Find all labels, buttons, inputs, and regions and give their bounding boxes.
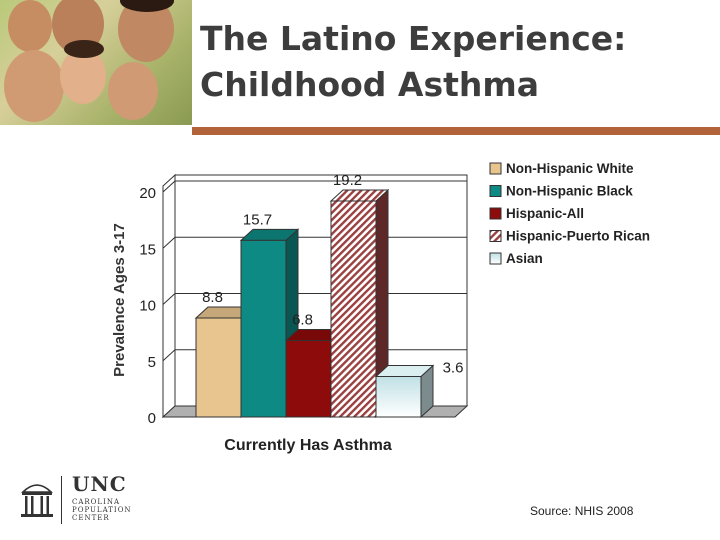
logo-divider (61, 476, 62, 524)
y-tick-label: 15 (139, 241, 156, 258)
y-tick-label: 0 (148, 410, 156, 427)
gridline-side (162, 236, 176, 249)
bar (330, 200, 377, 418)
hair-shape (64, 40, 104, 58)
legend-swatch (489, 252, 502, 265)
legend-label: Hispanic-Puerto Rican (506, 229, 650, 244)
title-line-1: The Latino Experience: (200, 19, 627, 58)
plot-side-wall (162, 173, 176, 419)
unc-logo: UNC CAROLINA POPULATION CENTER (14, 470, 154, 526)
y-axis-label: Prevalence Ages 3-17 (111, 223, 128, 377)
y-tick-label: 10 (139, 298, 156, 315)
face-shape (4, 50, 64, 122)
legend-swatch (489, 185, 502, 197)
bar (195, 317, 242, 418)
title-rule (192, 127, 720, 135)
legend-label: Non-Hispanic White (506, 161, 634, 176)
bar (285, 340, 332, 418)
bar (240, 239, 287, 418)
logo-subtitle: CAROLINA POPULATION CENTER (72, 498, 132, 522)
bar-value-label: 19.2 (333, 172, 362, 189)
y-tick-label: 5 (148, 354, 156, 371)
bar-value-label: 8.8 (202, 289, 223, 306)
bar-value-label: 15.7 (243, 211, 272, 228)
gridline-side (162, 349, 176, 362)
asthma-chart: 0 5 10 15 20 8.8 15.7 6.8 19.2 3.6 Prevalence Ag… (111, 161, 650, 454)
logo-name: UNC (72, 472, 127, 496)
gridline-side (162, 180, 176, 193)
y-tick-label: 20 (139, 185, 156, 202)
bar (375, 376, 422, 418)
legend-label: Non-Hispanic Black (506, 184, 633, 199)
legend-swatch (489, 230, 502, 242)
face-shape (8, 0, 52, 52)
page-title: The Latino Experience: Childhood Asthma (200, 16, 700, 108)
bar-value-label: 3.6 (443, 360, 464, 377)
bar-value-label: 6.8 (292, 312, 313, 329)
family-photo-icon (0, 0, 194, 125)
hair-shape (120, 0, 174, 12)
legend-swatch (489, 207, 502, 220)
source-note: Source: NHIS 2008 (530, 504, 634, 518)
face-shape (108, 62, 158, 120)
gridline-side (162, 293, 176, 305)
title-line-2: Childhood Asthma (200, 65, 540, 104)
legend-label: Hispanic-All (506, 206, 584, 221)
x-axis-label: Currently Has Asthma (224, 437, 392, 454)
legend-label: Asian (506, 251, 543, 266)
legend-swatch (489, 162, 502, 175)
old-well-icon (21, 484, 53, 517)
